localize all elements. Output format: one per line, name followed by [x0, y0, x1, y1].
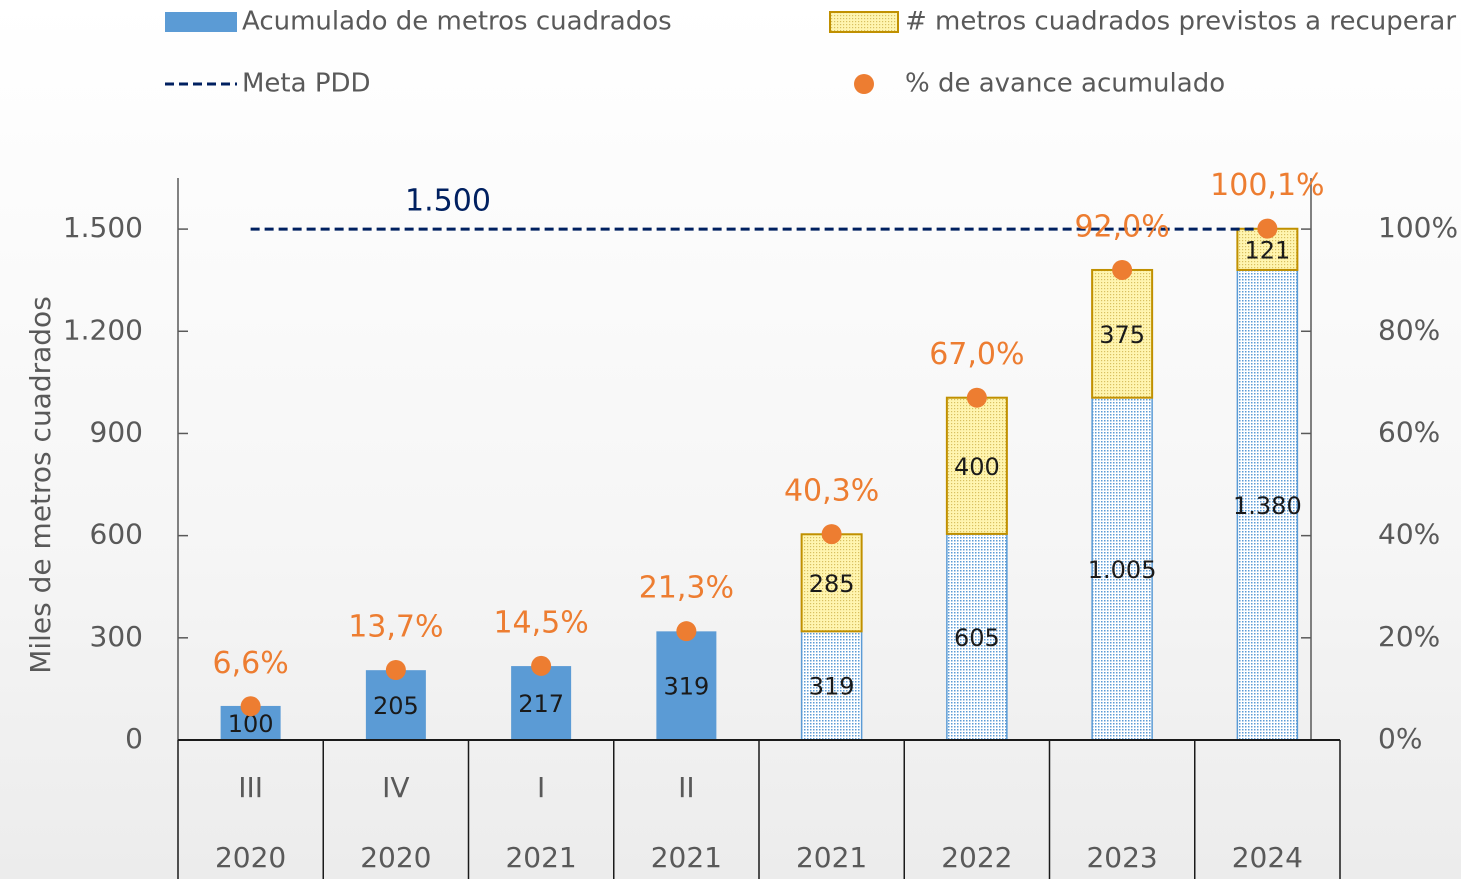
x-tick-label: IV — [382, 771, 409, 804]
y-tick-label: 0 — [125, 722, 143, 755]
y-tick-label: 600 — [90, 518, 143, 551]
percent-label: 92,0% — [1074, 209, 1169, 244]
bar — [1091, 396, 1153, 741]
bar-label: 1.005 — [1088, 556, 1157, 584]
y-tick-label: 300 — [90, 620, 143, 653]
y2-tick-label: 0% — [1378, 722, 1422, 755]
bar-label: 1.380 — [1233, 492, 1302, 520]
bar-label: 375 — [1099, 321, 1145, 349]
percent-dot — [240, 696, 261, 717]
percent-dot — [676, 621, 697, 642]
bar — [800, 533, 863, 633]
bar-label: 121 — [1244, 236, 1290, 264]
x-tick-label: 2024 — [1232, 841, 1303, 874]
bar — [800, 630, 863, 741]
bar-label: 285 — [809, 570, 855, 598]
percent-dot — [966, 387, 987, 408]
legend-swatch — [854, 74, 874, 94]
percent-dot — [385, 660, 406, 681]
bar — [1236, 269, 1299, 741]
bar-label: 217 — [518, 690, 564, 718]
percent-label: 100,1% — [1210, 168, 1324, 203]
y2-tick-label: 100% — [1378, 211, 1458, 244]
x-tick-label: III — [238, 771, 263, 804]
x-tick-label: 2020 — [360, 841, 431, 874]
legend-label: Acumulado de metros cuadrados — [242, 7, 672, 37]
legend-swatch — [165, 12, 237, 32]
y2-tick-label: 60% — [1378, 415, 1440, 448]
bar-label: 319 — [663, 673, 709, 701]
bar-label: 319 — [809, 673, 855, 701]
percent-label: 67,0% — [929, 337, 1024, 372]
legend-label: Meta PDD — [242, 69, 371, 99]
y-tick-label: 1.500 — [63, 211, 143, 244]
y-axis-title: Miles de metros cuadrados — [24, 296, 57, 674]
bar — [945, 396, 1008, 535]
legend-swatch — [829, 11, 899, 33]
x-tick-label: 2021 — [796, 841, 867, 874]
target-label: 1.500 — [405, 184, 491, 219]
percent-dot — [1112, 259, 1133, 280]
percent-dot — [531, 655, 552, 676]
bar-label: 205 — [373, 692, 419, 720]
x-tick-label: 2020 — [215, 841, 286, 874]
bar — [365, 670, 426, 740]
y2-tick-label: 40% — [1378, 518, 1440, 551]
y-tick-label: 900 — [90, 415, 143, 448]
percent-label: 14,5% — [493, 605, 588, 640]
percent-label: 40,3% — [784, 474, 879, 509]
bar-label: 605 — [954, 624, 1000, 652]
y-tick-label: 1.200 — [63, 313, 143, 346]
x-tick-label: I — [537, 771, 545, 804]
legend-label: % de avance acumulado — [905, 69, 1225, 99]
percent-label: 13,7% — [348, 610, 443, 645]
y2-tick-label: 80% — [1378, 313, 1440, 346]
bar-label: 400 — [954, 453, 1000, 481]
percent-label: 21,3% — [639, 571, 734, 606]
percent-label: 6,6% — [213, 646, 289, 681]
bar — [656, 631, 717, 740]
x-tick-label: 2021 — [505, 841, 576, 874]
x-tick-label: 2022 — [941, 841, 1012, 874]
bar — [511, 666, 572, 740]
x-tick-label: 2023 — [1086, 841, 1157, 874]
legend-label: # metros cuadrados previstos a recuperar — [905, 7, 1456, 37]
percent-dot — [821, 524, 842, 545]
y2-tick-label: 20% — [1378, 620, 1440, 653]
x-tick-label: 2021 — [651, 841, 722, 874]
percent-dot — [1257, 218, 1278, 239]
x-tick-label: II — [678, 771, 695, 804]
